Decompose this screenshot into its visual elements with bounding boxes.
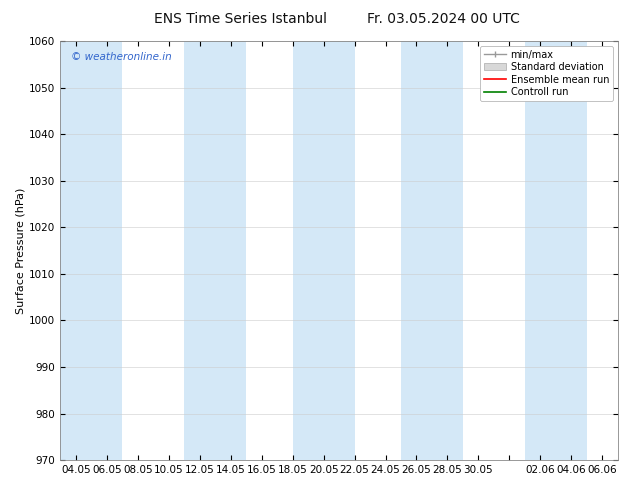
Text: © weatheronline.in: © weatheronline.in <box>72 51 172 62</box>
Text: Fr. 03.05.2024 00 UTC: Fr. 03.05.2024 00 UTC <box>367 12 521 26</box>
Bar <box>184 41 246 460</box>
Y-axis label: Surface Pressure (hPa): Surface Pressure (hPa) <box>15 187 25 314</box>
Bar <box>401 41 463 460</box>
Bar <box>525 41 587 460</box>
Bar <box>60 41 122 460</box>
Legend: min/max, Standard deviation, Ensemble mean run, Controll run: min/max, Standard deviation, Ensemble me… <box>481 46 613 101</box>
Text: ENS Time Series Istanbul: ENS Time Series Istanbul <box>155 12 327 26</box>
Bar <box>293 41 354 460</box>
